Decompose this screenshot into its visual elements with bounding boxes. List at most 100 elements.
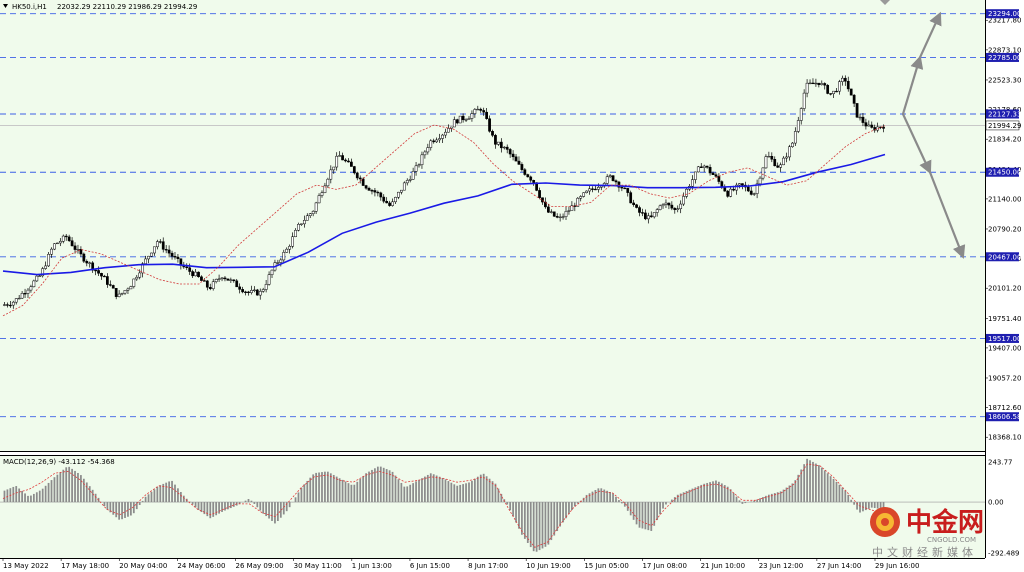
candle bbox=[508, 148, 512, 158]
candle bbox=[544, 197, 547, 209]
horizontal-levels[interactable] bbox=[0, 13, 985, 418]
macd-pane[interactable] bbox=[0, 455, 985, 558]
projection-arrows[interactable] bbox=[901, 11, 966, 259]
candle bbox=[817, 82, 821, 88]
level-label-box bbox=[986, 167, 1019, 177]
level-label: 22127.33 bbox=[988, 111, 1021, 119]
dropdown-triangle-icon[interactable] bbox=[3, 4, 8, 8]
candle bbox=[3, 301, 6, 307]
candle bbox=[685, 188, 688, 199]
candle bbox=[44, 261, 47, 270]
candle bbox=[646, 212, 650, 224]
candle bbox=[796, 116, 800, 134]
candle bbox=[176, 254, 180, 263]
macd-tick-label: 0.00 bbox=[988, 499, 1004, 507]
candle bbox=[85, 259, 89, 267]
candle bbox=[170, 250, 174, 260]
candle bbox=[223, 276, 227, 282]
macd-tick-label: -292.489 bbox=[988, 550, 1019, 558]
projection-arrow[interactable] bbox=[918, 11, 942, 58]
price-axis: 23217.8022873.1022523.3022178.6021834.20… bbox=[985, 17, 1021, 442]
candle bbox=[56, 242, 59, 245]
candle bbox=[673, 207, 677, 214]
price-tick-label: 19057.20 bbox=[988, 374, 1021, 382]
candle bbox=[632, 199, 635, 207]
projection-arrow[interactable] bbox=[928, 171, 966, 259]
candle bbox=[714, 172, 718, 178]
candle bbox=[106, 273, 109, 288]
candle bbox=[452, 116, 456, 128]
candle bbox=[541, 197, 544, 205]
candle bbox=[376, 190, 380, 197]
projection-arrow[interactable] bbox=[901, 55, 924, 115]
candle bbox=[70, 237, 74, 247]
candle bbox=[467, 116, 471, 120]
candle bbox=[26, 287, 30, 298]
candle bbox=[529, 175, 533, 183]
candle bbox=[161, 237, 165, 253]
candle bbox=[94, 269, 97, 276]
price-pane[interactable] bbox=[0, 0, 985, 451]
candle bbox=[291, 232, 294, 249]
time-tick-label: 27 Jun 14:00 bbox=[817, 562, 861, 570]
candle bbox=[655, 208, 659, 217]
candle bbox=[335, 152, 339, 171]
candle bbox=[247, 290, 250, 296]
candle bbox=[314, 201, 318, 215]
level-label-box bbox=[986, 412, 1019, 422]
candle bbox=[150, 252, 153, 258]
candle bbox=[426, 143, 430, 155]
ohlc-label: 22032.29 22110.29 21986.29 21994.29 bbox=[57, 3, 197, 11]
candle bbox=[47, 252, 50, 268]
candle bbox=[694, 171, 697, 184]
candle bbox=[235, 278, 239, 288]
candles bbox=[3, 75, 885, 309]
candle bbox=[641, 208, 644, 217]
candle bbox=[567, 206, 571, 215]
candle bbox=[582, 192, 586, 198]
time-tick-label: 17 May 18:00 bbox=[61, 562, 109, 570]
candle bbox=[570, 201, 574, 211]
candle bbox=[294, 228, 297, 238]
projection-arrow[interactable] bbox=[902, 113, 932, 175]
level-label: 20467.00 bbox=[988, 253, 1021, 261]
candle bbox=[144, 255, 147, 265]
moving-average-long bbox=[2, 153, 886, 276]
candle bbox=[788, 144, 791, 161]
price-tick-label: 18368.10 bbox=[988, 434, 1021, 442]
candle bbox=[123, 289, 127, 295]
candle bbox=[585, 190, 588, 194]
candle bbox=[779, 162, 782, 172]
candle bbox=[108, 280, 112, 287]
candle bbox=[561, 213, 565, 220]
candle bbox=[782, 156, 785, 166]
candle bbox=[361, 177, 365, 186]
candle bbox=[455, 118, 459, 125]
candle bbox=[579, 195, 583, 202]
candle bbox=[138, 269, 142, 280]
candle bbox=[200, 275, 203, 281]
candle bbox=[394, 196, 397, 204]
candle bbox=[476, 105, 480, 111]
scroll-marker-icon[interactable] bbox=[880, 0, 890, 5]
candle bbox=[858, 113, 862, 121]
candle bbox=[502, 146, 506, 150]
candle bbox=[388, 200, 391, 207]
candle bbox=[799, 107, 803, 125]
level-price-labels: 23294.00 22785.00 22127.33 21450.00 20467.00… bbox=[985, 9, 1021, 422]
price-tick-label: 19407.00 bbox=[988, 344, 1021, 352]
candle bbox=[238, 283, 242, 294]
candle bbox=[711, 171, 715, 175]
candle bbox=[811, 78, 815, 85]
price-tick-label: 18712.60 bbox=[988, 404, 1021, 412]
candle bbox=[423, 150, 427, 159]
candle bbox=[791, 141, 794, 148]
level-label-box bbox=[986, 109, 1019, 119]
candle bbox=[676, 205, 680, 213]
candle bbox=[679, 200, 683, 214]
candle bbox=[549, 209, 553, 214]
candle bbox=[282, 249, 286, 263]
price-tick-label: 21140.00 bbox=[988, 195, 1021, 203]
candle bbox=[820, 80, 824, 86]
